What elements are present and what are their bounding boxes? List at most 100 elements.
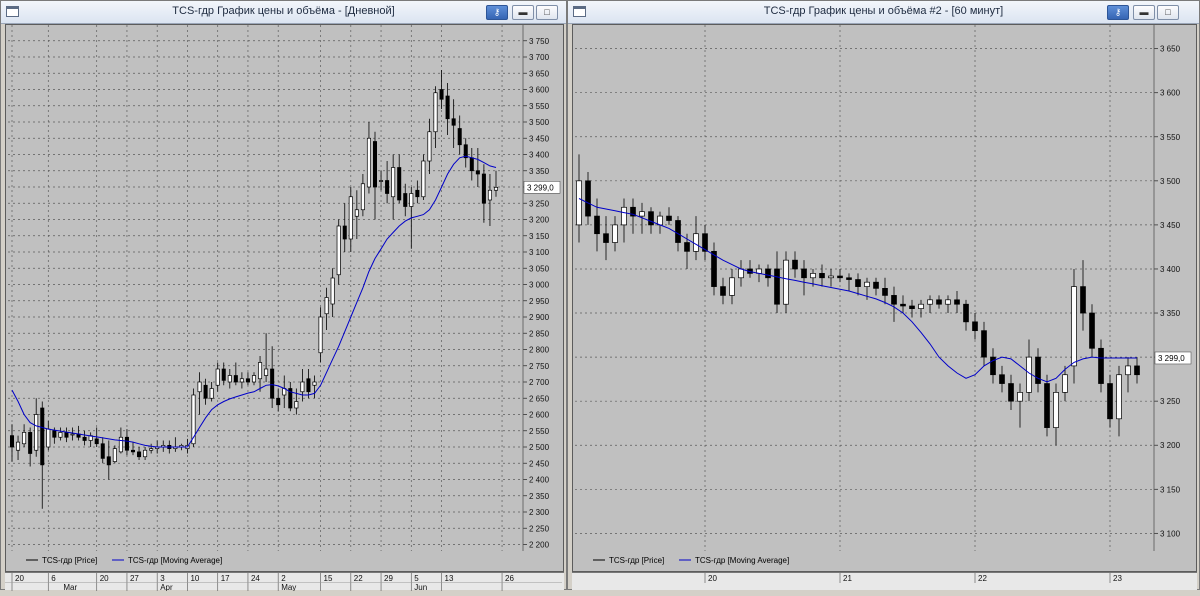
y-tick-label: 3 350	[1160, 309, 1181, 318]
candle-body	[118, 436, 123, 453]
candle-body	[1062, 374, 1068, 393]
candle	[801, 260, 807, 296]
title-bar[interactable]: TCS-гдр График цены и объёма - [Дневной]…	[1, 1, 566, 24]
candle	[427, 118, 432, 174]
candle-body	[137, 451, 142, 458]
candle-body	[783, 259, 789, 305]
maximize-button[interactable]: □	[1157, 5, 1179, 20]
last-price-box	[523, 181, 561, 194]
candle	[909, 299, 915, 318]
candle	[747, 260, 753, 278]
candle-body	[227, 375, 232, 383]
candle-body	[603, 233, 609, 243]
candle	[354, 190, 359, 239]
candle	[1071, 268, 1077, 384]
y-tick-label: 3 100	[529, 248, 550, 257]
candle	[342, 203, 347, 252]
candle-body	[143, 449, 148, 458]
candle-body	[276, 397, 281, 406]
candle	[621, 198, 627, 243]
y-tick-label: 3 650	[1160, 45, 1181, 54]
y-tick-label: 3 200	[1160, 441, 1181, 450]
candle-body	[891, 295, 897, 305]
candle	[666, 207, 672, 225]
candle-body	[300, 381, 305, 393]
candle	[227, 369, 232, 389]
candle	[245, 372, 250, 386]
price-chart-plot[interactable]: 3 750 3 700 3 650 3 600 3 550 3 500 3 450 3 400…	[5, 24, 564, 572]
candle	[612, 216, 618, 252]
candle	[1080, 260, 1086, 331]
candle-body	[9, 435, 15, 448]
y-tick-label: 2 200	[529, 541, 550, 550]
candle-body	[1053, 392, 1059, 428]
candle-body	[112, 448, 117, 462]
candle-body	[657, 215, 663, 226]
candle-body	[1089, 312, 1095, 349]
y-tick-label: 3 000	[529, 281, 550, 290]
candle-body	[981, 330, 987, 358]
candle	[891, 286, 897, 322]
candle-body	[16, 441, 21, 451]
candle	[312, 375, 317, 399]
candle-body	[648, 211, 654, 226]
candle	[221, 362, 226, 386]
y-tick-label: 3 550	[529, 102, 550, 111]
candle	[487, 174, 492, 226]
candle	[28, 427, 33, 467]
candle	[421, 154, 426, 200]
minimize-button[interactable]: ▬	[1133, 5, 1155, 20]
title-bar[interactable]: TCS-гдр График цены и объёма #2 - [60 ми…	[568, 1, 1199, 24]
hourly-time-axis: 202122232627	[704, 573, 1122, 583]
y-tick-label: 3 100	[1160, 529, 1181, 538]
candle	[100, 437, 105, 464]
candle	[792, 251, 798, 278]
candle-body	[720, 286, 726, 296]
candle	[318, 307, 323, 363]
x-day-label: 2	[281, 574, 286, 583]
candle-body	[34, 414, 39, 451]
candle	[197, 372, 202, 415]
candle	[143, 447, 148, 460]
candle	[1044, 374, 1050, 437]
candle	[439, 70, 444, 109]
candle	[684, 233, 690, 269]
candle	[112, 445, 117, 464]
candle	[1062, 365, 1068, 402]
candle-body	[324, 297, 329, 315]
candle-body	[493, 186, 499, 191]
candle-body	[801, 268, 807, 279]
candle	[451, 99, 456, 148]
minimize-button[interactable]: ▬	[512, 5, 534, 20]
pin-icon[interactable]: ⚷	[486, 5, 508, 20]
pin-icon[interactable]: ⚷	[1107, 5, 1129, 20]
candle-body	[197, 381, 202, 393]
candle-body	[945, 299, 951, 305]
candle-body	[864, 281, 870, 287]
y-tick-label: 2 850	[529, 329, 550, 338]
candle-body	[342, 225, 347, 240]
candle	[1116, 365, 1122, 437]
x-month-label: May	[281, 583, 296, 591]
candle	[137, 447, 142, 460]
candle	[1008, 374, 1014, 410]
candle-body	[882, 288, 888, 296]
candle	[1035, 348, 1041, 393]
candle-body	[40, 407, 45, 466]
candle	[288, 382, 293, 412]
candle	[1107, 374, 1113, 428]
candle	[720, 277, 726, 305]
x-day-label: 3	[160, 574, 165, 583]
maximize-button[interactable]: □	[536, 5, 558, 20]
candle-body	[963, 303, 969, 323]
y-tick-label: 2 950	[529, 297, 550, 306]
candle-body	[348, 196, 353, 240]
y-tick-label: 3 250	[529, 199, 550, 208]
candle	[282, 375, 287, 408]
y-tick-label: 3 250	[1160, 397, 1181, 406]
candle-body	[909, 305, 915, 309]
moving-average-line	[578, 198, 1137, 383]
time-axis: 202122232627	[572, 572, 1197, 590]
candle-body	[306, 378, 311, 393]
